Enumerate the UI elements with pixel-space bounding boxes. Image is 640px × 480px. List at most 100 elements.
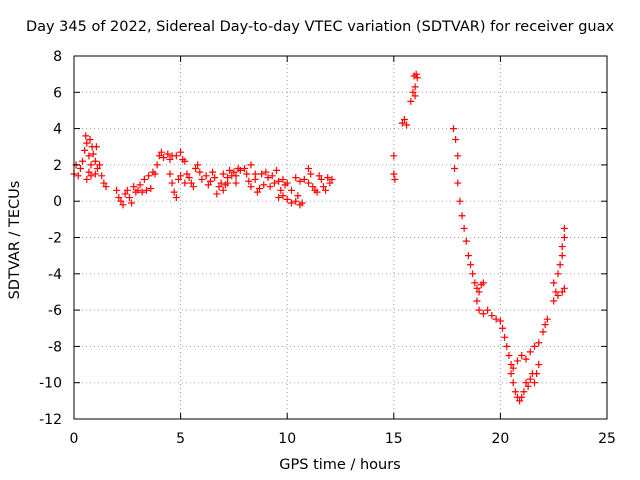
data-point — [305, 165, 313, 173]
data-point — [451, 165, 459, 173]
data-point — [317, 175, 325, 183]
data-point — [400, 116, 408, 124]
data-point — [196, 168, 204, 176]
plot-frame — [73, 55, 608, 420]
data-point — [454, 152, 462, 160]
data-point — [187, 179, 195, 187]
data-point — [292, 197, 300, 205]
x-tick-label: 0 — [70, 431, 79, 447]
data-point — [403, 121, 411, 129]
data-point — [507, 361, 515, 369]
y-tick-label: -4 — [48, 267, 62, 283]
data-point — [412, 70, 420, 78]
y-tick-label: -2 — [48, 231, 62, 247]
data-point — [398, 119, 406, 127]
x-tick-label: 25 — [598, 431, 616, 447]
data-point — [469, 270, 477, 278]
data-point — [298, 199, 306, 207]
data-point — [473, 297, 481, 305]
axis-ticks: 0 5 10 15 20 25 -12 -10 -8 -6 -4 -2 0 2 4 6 8 — [39, 49, 616, 447]
data-point — [458, 212, 466, 220]
data-point — [475, 306, 483, 314]
data-point — [217, 179, 225, 187]
data-point — [145, 172, 153, 180]
x-tick-label: 20 — [491, 431, 509, 447]
data-point — [543, 315, 551, 323]
data-point — [550, 279, 558, 287]
data-point — [224, 179, 232, 187]
data-point — [123, 186, 131, 194]
data-point — [211, 174, 219, 182]
data-point — [522, 379, 530, 387]
data-point — [535, 361, 543, 369]
y-tick-label: 0 — [53, 194, 62, 210]
data-point — [119, 201, 127, 209]
data-point — [560, 234, 568, 241]
data-point — [475, 288, 483, 296]
data-point — [526, 348, 534, 356]
y-tick-label: 4 — [53, 122, 62, 138]
grid — [74, 56, 607, 419]
data-point — [516, 397, 524, 405]
data-point — [166, 155, 174, 163]
data-point — [328, 175, 336, 183]
data-point — [85, 168, 93, 176]
data-point — [164, 150, 172, 158]
data-point — [142, 186, 150, 194]
data-point — [507, 370, 515, 378]
data-point — [258, 170, 266, 178]
data-point — [411, 83, 419, 91]
data-point — [275, 177, 283, 185]
data-point — [209, 168, 217, 176]
data-point — [83, 139, 91, 147]
x-tick-label: 5 — [176, 431, 185, 447]
data-point — [91, 157, 99, 165]
data-point — [454, 179, 462, 187]
data-points — [70, 70, 568, 405]
data-point — [87, 172, 95, 180]
data-point — [283, 179, 291, 187]
data-point — [558, 288, 566, 296]
data-point — [484, 306, 492, 314]
y-tick-label: 2 — [53, 158, 62, 174]
data-point — [452, 135, 460, 143]
data-point — [136, 181, 144, 189]
data-point — [255, 184, 263, 192]
data-point — [192, 165, 200, 173]
data-point — [219, 170, 227, 178]
data-point — [473, 284, 481, 292]
data-point — [183, 170, 191, 178]
data-point — [134, 186, 142, 194]
data-point — [202, 172, 210, 180]
data-point — [130, 183, 138, 191]
data-point — [177, 148, 185, 156]
data-point — [74, 172, 82, 180]
data-point — [98, 172, 106, 180]
data-point — [550, 297, 558, 305]
data-point — [102, 183, 110, 191]
data-point — [294, 192, 302, 200]
data-point — [460, 224, 468, 232]
data-point — [462, 237, 470, 245]
data-point — [268, 172, 276, 180]
data-point — [247, 161, 255, 169]
data-point — [496, 317, 504, 325]
data-point — [275, 194, 283, 202]
data-point — [172, 152, 180, 160]
data-point — [535, 339, 543, 347]
data-point — [558, 243, 566, 251]
data-point — [115, 194, 123, 202]
data-point — [93, 165, 101, 173]
data-point — [513, 357, 521, 365]
data-point — [411, 92, 419, 100]
data-point — [260, 181, 268, 189]
y-tick-label: -6 — [48, 303, 62, 319]
data-point — [531, 379, 539, 387]
data-point — [138, 188, 146, 196]
data-point — [81, 146, 89, 154]
data-point — [391, 175, 399, 183]
data-point — [170, 188, 178, 196]
data-point — [560, 284, 568, 292]
data-point — [492, 315, 500, 323]
data-point — [198, 175, 206, 183]
